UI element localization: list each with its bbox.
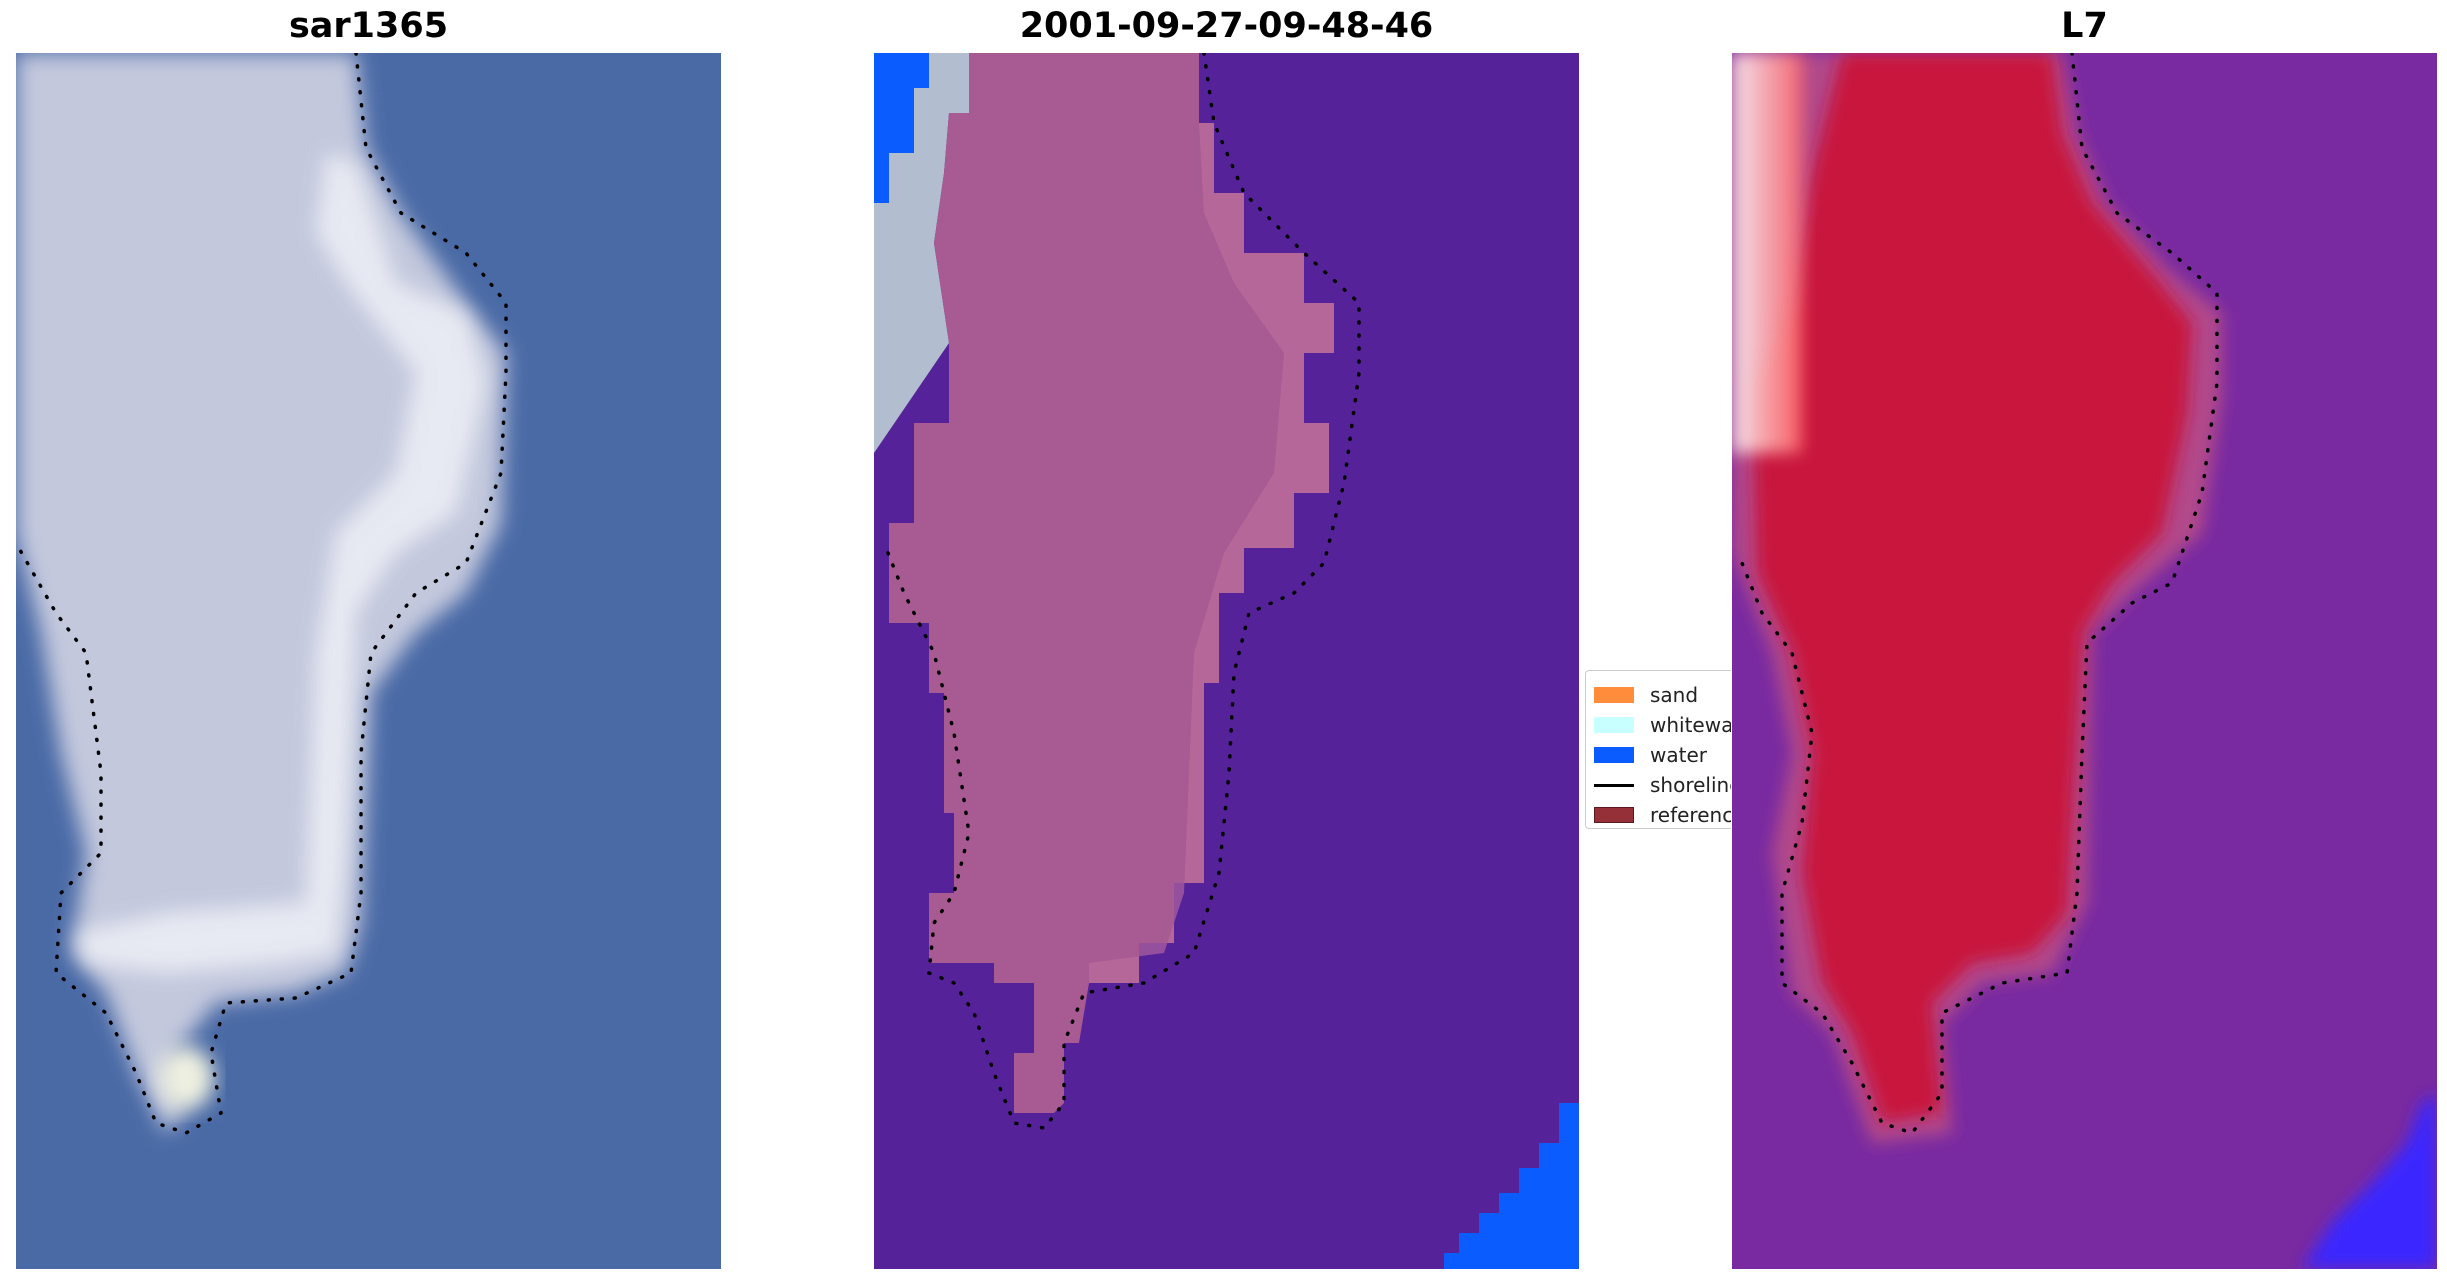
islet — [158, 1046, 214, 1110]
panel-title-sar1365: sar1365 — [288, 6, 449, 46]
legend-item-sand: sand — [1594, 680, 1731, 710]
l7-water-bottom-right — [2302, 1093, 2437, 1269]
legend-item-shoreline: shoreline — [1594, 770, 1731, 800]
water-class-patch-top-left — [874, 53, 929, 203]
rgb-image-panel — [16, 53, 721, 1269]
legend-label: shoreline — [1650, 773, 1731, 797]
classified-land — [889, 53, 1334, 1113]
reference-shoreline — [882, 53, 1361, 1130]
legend-sand-swatch — [1594, 687, 1634, 703]
legend-label: whitewater — [1650, 713, 1731, 737]
legend-item-water: water — [1594, 740, 1731, 770]
panel-title-l7: L7 — [2061, 6, 2108, 46]
legend-whitewater-swatch — [1594, 717, 1634, 733]
legend-item-whitewater: whitewater — [1594, 710, 1731, 740]
l7-image — [1732, 53, 2437, 1269]
legend-label: sand — [1650, 683, 1699, 707]
legend-label: water — [1650, 743, 1707, 767]
legend-label: reference shoreline — [1650, 803, 1731, 827]
l7-left-edge — [1732, 53, 1802, 453]
reference-shoreline — [16, 53, 508, 1135]
legend-reference-swatch — [1594, 807, 1634, 823]
reference-shoreline — [1740, 53, 2219, 1136]
legend-water-swatch — [1594, 747, 1634, 763]
legend: sand whitewater water shoreline referenc… — [1585, 670, 1731, 829]
panel-title-date: 2001-09-27-09-48-46 — [1019, 6, 1434, 46]
l7-image-panel — [1732, 53, 2437, 1269]
rgb-image — [16, 53, 721, 1269]
legend-shoreline-line — [1594, 783, 1634, 787]
classified-image-panel — [874, 53, 1579, 1269]
l7-land — [1752, 53, 2192, 1123]
water-class-patch-bottom-right — [1444, 1103, 1579, 1269]
legend-item-reference-shoreline: reference shoreline — [1594, 800, 1731, 828]
classified-image — [874, 53, 1579, 1269]
